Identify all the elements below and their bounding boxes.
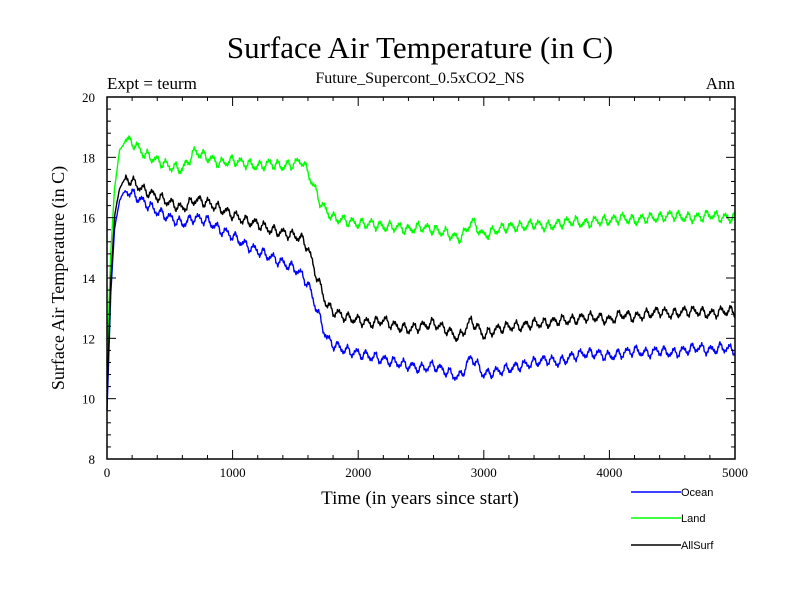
- series-line-allsurf: [106, 174, 736, 399]
- chart-subtitle: Future_Supercont_0.5xCO2_NS: [315, 70, 524, 87]
- y-tick-label: 20: [82, 90, 95, 105]
- series-line-ocean: [106, 188, 736, 411]
- legend: Ocean Land AllSurf: [631, 487, 714, 552]
- series-line-land: [106, 135, 736, 364]
- y-axis-label: Surface Air Temperature (in C): [48, 166, 69, 390]
- chart-title: Surface Air Temperature (in C): [227, 30, 613, 65]
- x-tick-label: 1000: [220, 465, 246, 480]
- y-tick-label: 14: [82, 271, 96, 286]
- series-layer: [106, 135, 736, 411]
- axes-layer: 0 1000 2000 3000 4000 5000 8 10 12 14 16 18 20: [82, 90, 748, 480]
- plot-frame: [106, 96, 736, 460]
- y-tick-label: 18: [82, 150, 95, 165]
- x-tick-label: 4000: [596, 465, 622, 480]
- x-tick-label: 2000: [345, 465, 371, 480]
- x-tick-label: 3000: [471, 465, 497, 480]
- experiment-label: Expt = teurm: [107, 74, 197, 93]
- period-label: Ann: [706, 74, 736, 93]
- y-tick-label: 8: [89, 452, 96, 467]
- x-axis-label: Time (in years since start): [321, 488, 519, 509]
- y-tick-label: 16: [82, 211, 96, 226]
- legend-label-ocean: Ocean: [681, 487, 713, 499]
- y-tick-label: 12: [82, 331, 95, 346]
- legend-label-allsurf: AllSurf: [681, 540, 714, 552]
- y-tick-label: 10: [82, 392, 95, 407]
- x-tick-label: 5000: [722, 465, 748, 480]
- legend-label-land: Land: [681, 513, 705, 525]
- x-tick-label: 0: [104, 465, 111, 480]
